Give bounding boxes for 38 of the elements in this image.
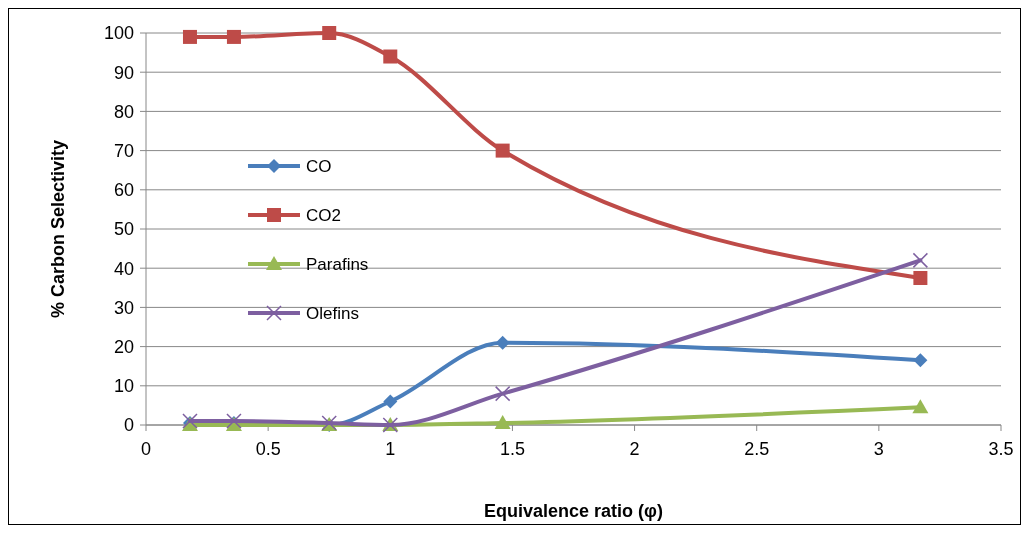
y-tick-label: 20 [113,336,134,357]
point [494,385,511,402]
point [383,394,398,409]
y-tick-label: 0 [123,415,134,436]
point [182,29,197,44]
legend-label: Olefins [306,303,359,323]
x-tick-label: 3 [873,439,884,459]
y-tick-label: 80 [113,101,134,122]
y-tick-label: 30 [113,297,134,318]
point [913,353,928,368]
y-tick-label: 90 [113,62,134,83]
y-tick-label: 10 [113,376,134,397]
x-tick-label: 1 [385,439,396,459]
x-tick-label: 1.5 [499,439,525,459]
x-tick-label: 3.5 [988,439,1014,459]
y-axis-title: % Carbon Selectivity [48,139,68,319]
legend-label: CO [306,156,332,176]
x-axis-title: Equivalence ratio (φ) [484,501,663,521]
point [913,271,928,285]
y-tick-label: 40 [113,258,134,279]
x-tick-label: 0 [140,439,152,459]
y-tick-label: 70 [113,140,134,161]
x-tick-label: 0.5 [255,439,281,459]
y-tick-label: 60 [113,180,134,201]
point [912,252,929,269]
point [494,415,511,430]
point [383,49,398,64]
point [495,335,510,350]
legend-label: CO2 [306,205,341,225]
point [226,29,241,44]
y-tick-label: 100 [103,23,134,44]
x-tick-label: 2 [629,439,640,459]
y-tick-label: 50 [113,219,134,240]
point [322,26,337,40]
legend-label: Parafins [306,254,369,274]
point [495,143,510,158]
x-tick-label: 2.5 [744,439,770,459]
point [912,399,929,414]
